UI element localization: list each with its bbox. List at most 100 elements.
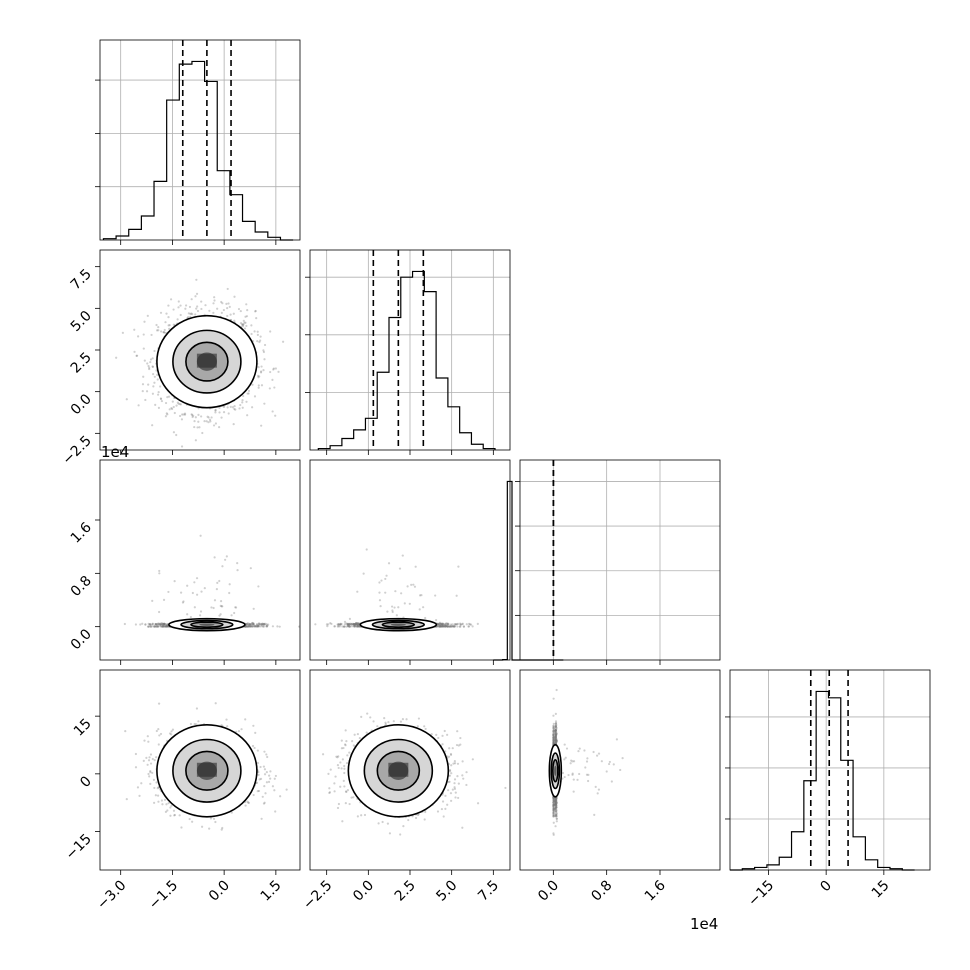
scatter-point	[164, 625, 167, 628]
scatter-point	[398, 567, 402, 570]
scatter-point	[167, 324, 170, 327]
scatter-point	[255, 623, 259, 626]
scatter-point	[424, 616, 427, 620]
scatter-point	[258, 625, 261, 628]
scatter-point	[173, 411, 176, 415]
scatter-point	[168, 408, 171, 411]
scatter-point	[263, 402, 266, 405]
scatter-point	[151, 623, 154, 626]
scatter-point	[208, 309, 211, 312]
scatter-point	[196, 309, 200, 313]
scatter-point	[448, 625, 451, 628]
scatter-point	[440, 624, 443, 628]
scatter-point	[160, 399, 164, 403]
scatter-point	[254, 624, 257, 628]
scatter-point	[162, 622, 165, 626]
scatter-point	[248, 623, 251, 626]
scatter-point	[142, 333, 145, 336]
scatter-point	[476, 622, 479, 625]
scatter-point	[442, 623, 445, 626]
scatter-point	[337, 623, 340, 626]
scatter-point	[223, 405, 226, 409]
scatter-point	[243, 321, 246, 324]
scatter-point	[261, 625, 265, 628]
scatter-point	[250, 324, 253, 327]
scatter-point	[241, 399, 244, 402]
scatter-point	[149, 625, 153, 628]
density-core	[196, 353, 217, 368]
scatter-point	[242, 394, 245, 398]
scatter-point	[356, 590, 359, 593]
scatter-point	[233, 404, 236, 408]
scatter-point	[234, 408, 237, 411]
scatter-point	[151, 622, 154, 625]
scatter-point	[264, 622, 267, 625]
scatter-point	[164, 321, 167, 324]
scatter-point	[346, 623, 349, 626]
scatter-point	[233, 611, 236, 615]
scatter-point	[441, 625, 444, 628]
scatter-point	[278, 625, 281, 628]
scatter-point	[145, 390, 149, 393]
scatter-point	[231, 406, 235, 409]
scatter-point	[468, 623, 472, 626]
scatter-point	[353, 623, 357, 626]
scatter-point	[438, 625, 441, 628]
scatter-point	[274, 414, 277, 417]
scatter-point	[247, 625, 250, 628]
scatter-point	[157, 326, 160, 329]
scatter-point	[241, 325, 245, 328]
scatter-point	[159, 623, 162, 626]
scatter-point	[451, 623, 454, 626]
scatter-point	[342, 625, 346, 628]
panel-frame	[99, 459, 301, 661]
scatter-point	[251, 625, 254, 628]
scatter-point	[236, 569, 239, 572]
scatter-point	[314, 623, 317, 626]
scatter-point	[162, 331, 165, 334]
scatter-point	[395, 614, 398, 617]
scatter-point	[158, 623, 161, 626]
scatter-point	[445, 622, 448, 625]
scatter-point	[259, 625, 262, 628]
scatter-point	[340, 622, 343, 626]
scatter-point	[347, 622, 350, 625]
scatter-point	[254, 310, 257, 313]
scatter-point	[260, 365, 263, 368]
scatter-point	[251, 383, 254, 386]
scatter-point	[157, 625, 160, 628]
scatter-point	[352, 625, 355, 628]
scatter-point	[153, 381, 156, 384]
scatter-point	[163, 622, 166, 625]
scatter-point	[198, 614, 202, 617]
scatter-point	[252, 623, 255, 626]
scatter-point	[247, 625, 250, 628]
scatter-point	[183, 412, 187, 415]
scatter-point	[215, 588, 218, 591]
scatter-point	[347, 625, 350, 628]
scatter-point	[281, 340, 285, 343]
scatter-point	[253, 395, 257, 398]
scatter-point	[260, 424, 263, 427]
scatter-point	[354, 623, 358, 626]
scatter-point	[219, 613, 222, 616]
scatter-point	[207, 421, 210, 424]
scatter-point	[150, 625, 153, 628]
scatter-point	[168, 327, 171, 330]
scatter-point	[422, 606, 425, 609]
scatter-point	[350, 623, 353, 626]
scatter-point	[244, 321, 247, 324]
scatter-point	[345, 625, 348, 628]
scatter-point	[391, 610, 394, 614]
scatter-point	[442, 625, 445, 628]
scatter-point	[452, 625, 455, 628]
scatter-point	[159, 623, 162, 626]
scatter-point	[224, 558, 227, 561]
scatter-point	[394, 590, 397, 593]
scatter-point	[337, 622, 341, 626]
scatter-point	[162, 598, 166, 601]
scatter-point	[151, 365, 154, 368]
scatter-point	[380, 579, 383, 582]
scatter-point	[237, 307, 241, 311]
scatter-point	[253, 625, 256, 628]
